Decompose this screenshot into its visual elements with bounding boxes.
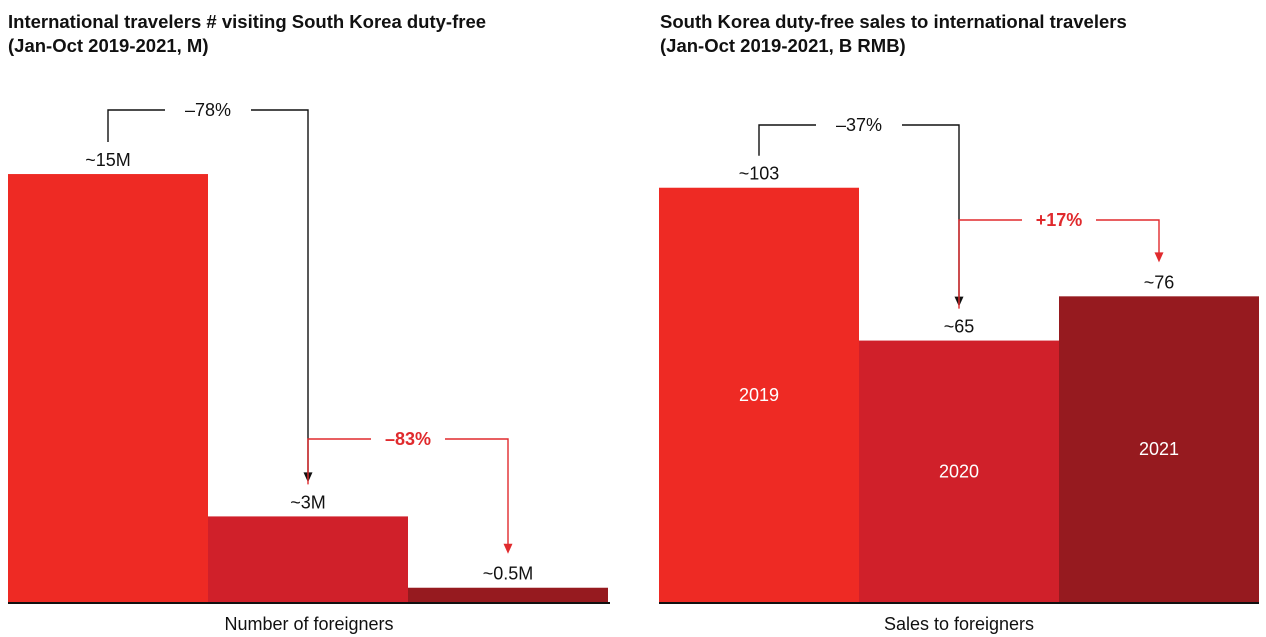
bar-2021	[1059, 296, 1259, 602]
annotation-label: –83%	[385, 429, 431, 449]
annotation-label: –78%	[185, 100, 231, 120]
sales-bar-chart: ~103 2019 ~65 2020 ~76 2021 Sales to foreigner…	[659, 115, 1259, 634]
data-label-2019: ~103	[739, 164, 780, 184]
bar-2019	[8, 174, 208, 603]
data-label-2020: ~65	[944, 317, 975, 337]
chart-title-sales: South Korea duty-free sales to internati…	[660, 10, 1127, 58]
change-annotation-2: –83%	[307, 429, 513, 554]
chart-panel-travelers: International travelers # visiting South…	[0, 0, 630, 637]
chart-title-line1: International travelers # visiting South…	[8, 11, 487, 32]
data-label-2020: ~3M	[290, 492, 326, 512]
data-label-2019: ~15M	[85, 150, 131, 170]
data-label-2021: ~76	[1144, 272, 1175, 292]
annotation-arrowhead	[503, 543, 513, 554]
travelers-bar-chart: ~15M ~3M ~0.5M Number of foreigners –78% –83%	[8, 100, 610, 634]
chart-title-line2: (Jan-Oct 2019-2021, B RMB)	[660, 35, 906, 56]
annotation-bracket-right	[445, 438, 509, 545]
x-axis-label: Sales to foreigners	[884, 614, 1034, 634]
bar-2021	[408, 587, 608, 602]
annotation-bracket-right	[902, 124, 960, 298]
bar-2020	[859, 340, 1059, 602]
bar-2019	[659, 187, 859, 602]
annotation-bracket-left	[758, 124, 816, 156]
annotation-bracket-right	[1096, 219, 1160, 254]
chart-title-line1: South Korea duty-free sales to internati…	[660, 11, 1127, 32]
chart-title-travelers: International travelers # visiting South…	[8, 10, 486, 58]
x-axis-label: Number of foreigners	[224, 614, 393, 634]
category-label-2020: 2020	[939, 461, 979, 481]
annotation-bracket-left	[958, 219, 1022, 309]
annotation-arrowhead	[1154, 252, 1164, 263]
category-label-2019: 2019	[739, 385, 779, 405]
change-annotation-1: –78%	[107, 100, 313, 483]
annotation-bracket-right	[251, 109, 309, 474]
category-label-2021: 2021	[1139, 439, 1179, 459]
bar-2020	[208, 516, 408, 602]
annotation-label: –37%	[836, 115, 882, 135]
change-annotation-2: +17%	[958, 210, 1164, 309]
chart-panel-sales: South Korea duty-free sales to internati…	[652, 0, 1266, 637]
chart-title-line2: (Jan-Oct 2019-2021, M)	[8, 35, 209, 56]
annotation-bracket-left	[307, 438, 371, 485]
annotation-bracket-left	[107, 109, 165, 143]
annotation-label: +17%	[1036, 210, 1083, 230]
data-label-2021: ~0.5M	[483, 564, 534, 584]
